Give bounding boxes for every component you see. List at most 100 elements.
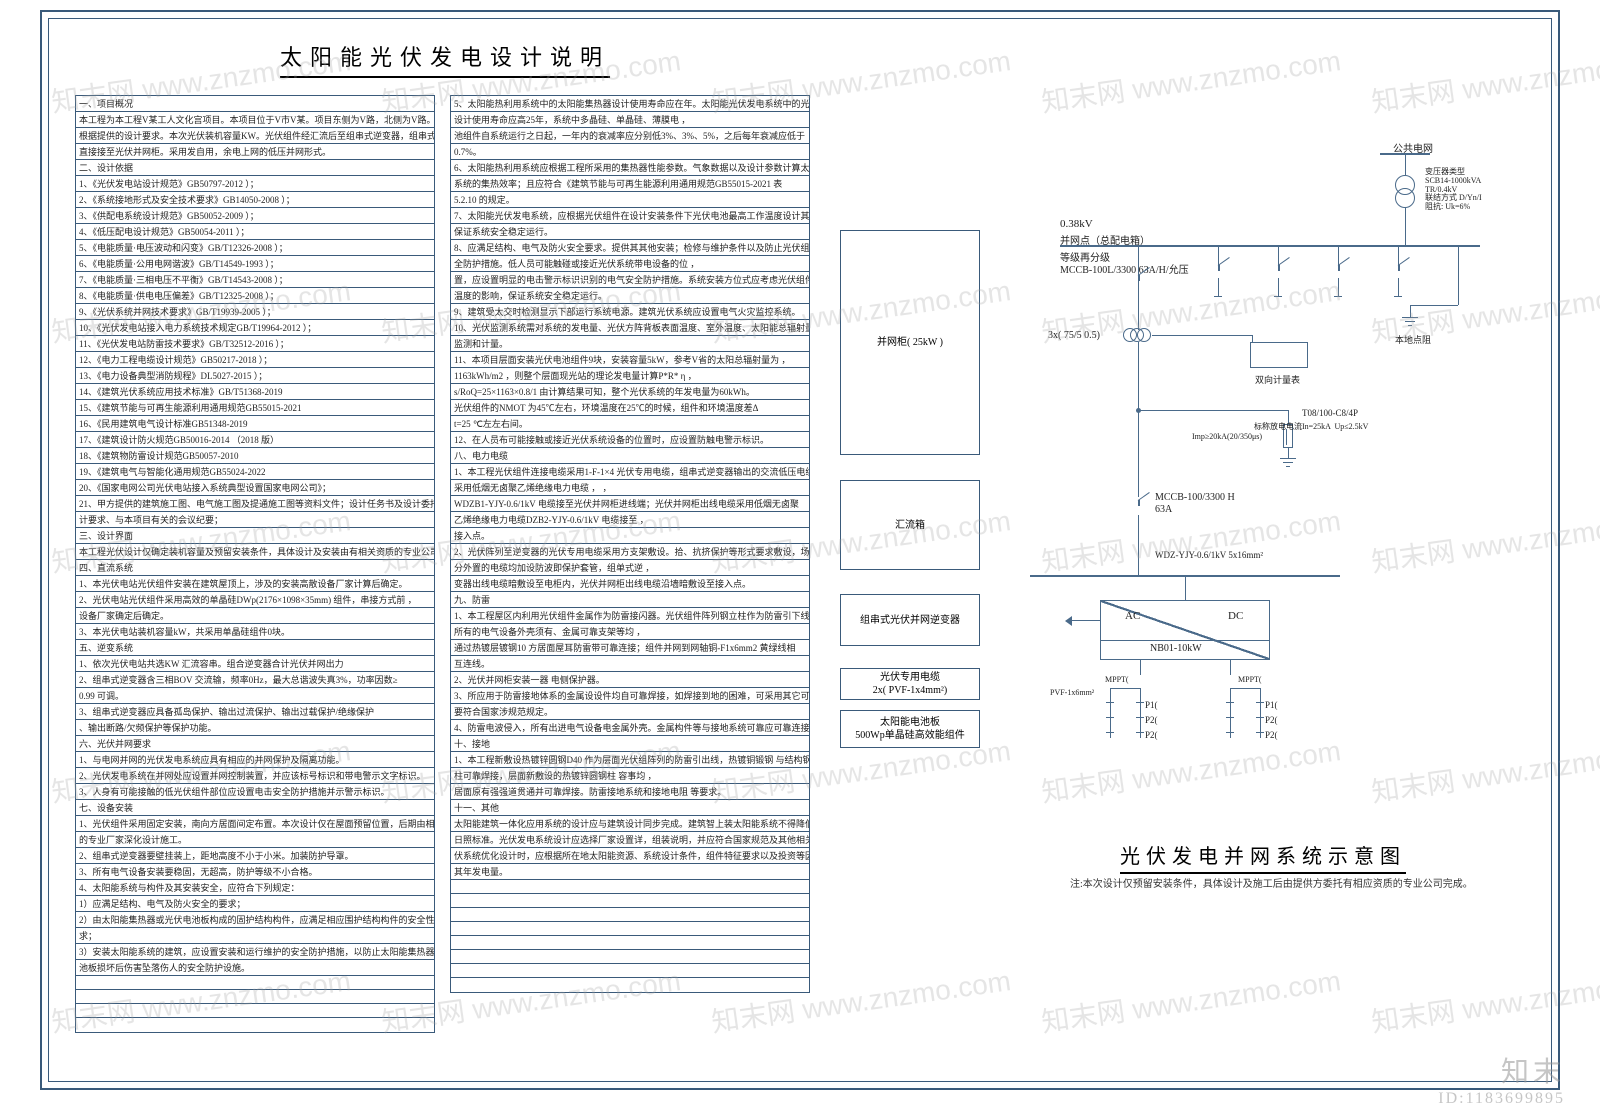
dc-drop-r	[1230, 660, 1231, 675]
spec-row: 二、设计依据	[76, 160, 434, 176]
spec-row: 三、设计界面	[76, 528, 434, 544]
dc-drop-l	[1140, 660, 1141, 675]
feeder-switch	[1338, 265, 1339, 266]
ground-label: 本地点阻	[1395, 333, 1431, 346]
feeder-end	[1214, 296, 1222, 297]
spec-row: 1）应满足结构、电气及防火安全的要求；	[76, 896, 434, 912]
spec-row: 一、项目概况	[76, 96, 434, 112]
spec-row: 21、甲方提供的建筑施工图、电气施工图及提通施工图等资料文件；设计任务书及设计委…	[76, 496, 434, 512]
spd-out	[1288, 448, 1289, 458]
spec-row: 15、《建筑节能与可再生能源利用通用规范GB55015-2021	[76, 400, 434, 416]
spec-row: 本工程光伏设计仅确定装机容量及预留安装条件，具体设计及安装由有相关资质的专业公司…	[76, 544, 434, 560]
inv-label-line	[1100, 640, 1270, 641]
ct-to-meter2	[1252, 335, 1253, 343]
spec-row: 所有的电气设备外壳须有、金属可靠支架等均 ，	[451, 624, 809, 640]
ct3	[1137, 328, 1151, 342]
spec-row: 3、本光伏电站装机容量kW，共采用单晶硅组件0块。	[76, 624, 434, 640]
cable-label: WDZ-YJY-0.6/1kV 5x16mm²	[1155, 550, 1263, 560]
inv-dc: DC	[1228, 610, 1243, 622]
spec-row: 8、应满足结构、电气及防火安全要求。提供其其他安装；检修与维护条件以及防止光伏组…	[451, 240, 809, 256]
spec-row: 设备厂家确定后确定。	[76, 608, 434, 624]
spec-row: 5、《电能质量·电压波动和闪变》GB/T12326-2008 ）；	[76, 240, 434, 256]
brand-id: ID:1183699895	[1438, 1090, 1565, 1108]
inv-arrowhead-l	[1065, 616, 1072, 626]
spec-row: 九、防雷	[451, 592, 809, 608]
meter-icon	[1250, 342, 1308, 368]
lower-sw	[1138, 500, 1139, 501]
inv-label: NB01-10kW	[1150, 643, 1202, 654]
spec-row: 5、太阳能热利用系统中的太阳能集热器设计使用寿命应在年。太阳能光伏发电系统中的光…	[451, 96, 809, 112]
feeder-switch	[1218, 265, 1219, 266]
spec-row: 保证系统安全稳定运行。	[451, 224, 809, 240]
spec-row: 17、《建筑设计防火规范GB50016-2014 （2018 版）	[76, 432, 434, 448]
lower-mccb: MCCB-100/3300 H 63A	[1155, 492, 1235, 516]
main-title: 太阳能光伏发电设计说明	[280, 40, 610, 78]
spec-row: 系统的集热效率；且应符合《建筑节能与可再生能源利用通用规范GB55015-202…	[451, 176, 809, 192]
spec-row: 14、《建筑光伏系统应用技术标准》GB/T51368-2019	[76, 384, 434, 400]
legend-box: 光伏专用电缆 2x( PVF-1x4mm²)	[840, 668, 980, 700]
spec-row-empty	[76, 1004, 434, 1018]
p3r: P2(	[1265, 730, 1278, 740]
tx-spec: 变压器类型 SCB14-1000kVA TR/0.4kV 联结方式 D/Yn/I…	[1425, 168, 1482, 212]
spec-row: 计要求、与本项目有关的会议纪要；	[76, 512, 434, 528]
spec-row: 乙烯绝缘电力电缆DZB2-YJY-0.6/1kV 电缆接至 ，	[451, 512, 809, 528]
spec-row: 的专业厂家深化设计施工。	[76, 832, 434, 848]
spec-row: 其年发电量。	[451, 864, 809, 880]
spec-row: 监测和计量。	[451, 336, 809, 352]
feeder-drop	[1338, 245, 1339, 265]
ground-lat2	[1410, 305, 1411, 317]
spec-row: 1、光伏组件采用固定安装，南向方居面间定布置。本次设计仅在屋面预留位置，后期由相…	[76, 816, 434, 832]
spec-row: 0.7%。	[451, 144, 809, 160]
dc-bl2	[1140, 688, 1141, 738]
feeder-end	[1394, 296, 1402, 297]
spec-row: 2、光伏阵列至逆变器的光伏专用电缆采用方支架敷设。拾、抗挤保护等形式要求敷设，场…	[451, 544, 809, 560]
diagram-note: 注:本次设计仅预留安装条件，具体设计及施工后由提供方委托有相应资质的专业公司完成…	[1070, 875, 1473, 890]
spec-column-1: 一、项目概况本工程为本工程V某工人文化宫项目。本项目位于V市V某。项目东侧为V路…	[75, 95, 435, 1033]
spec-row-empty	[451, 880, 809, 894]
spd-label: T08/100-C8/4P	[1302, 408, 1358, 418]
spec-row: 温度的影响，保证系统安全稳定运行。	[451, 288, 809, 304]
spec-row: 要符合国家涉规范规定。	[451, 704, 809, 720]
spd-lat	[1138, 410, 1288, 411]
ground-lat	[1410, 305, 1458, 306]
spec-row: 3、所应用于防雷接地体系的金属设设件均自可靠焊接，如焊接到地的困难，可采用其它可…	[451, 688, 809, 704]
brand-cn: 知末	[1438, 1050, 1565, 1090]
feeder-drop	[1278, 245, 1279, 265]
feeder-tail	[1398, 278, 1399, 296]
spec-row: 求；	[76, 928, 434, 944]
inv-feed	[1185, 575, 1186, 600]
spec-row-empty	[451, 922, 809, 936]
spec-row: 六、光伏并网要求	[76, 736, 434, 752]
voltage-label: 0.38kV	[1060, 218, 1093, 230]
spd-spec: 标称放电电流In=25kA Up≤2.5kV Imp≥20kA(20/350μs…	[1192, 422, 1368, 441]
single-line-diagram: 并网柜( 25kW )汇流箱组串式光伏并网逆变器光伏专用电缆 2x( PVF-1…	[840, 120, 1520, 980]
spec-row-empty	[451, 894, 809, 908]
spec-row: 18、《建筑物防雷设计规范GB50057-2010	[76, 448, 434, 464]
tx-feed	[1405, 153, 1406, 175]
feeder-switch	[1398, 265, 1399, 266]
tx-secondary	[1395, 188, 1415, 208]
spec-row: 4、太阳能系统与构件及其安装安全，应符合下列规定：	[76, 880, 434, 896]
legend-box: 组串式光伏并网逆变器	[840, 594, 980, 646]
spec-row: 2、光伏并网柜安装一器 电侧保护器。	[451, 672, 809, 688]
spec-row: 16、《民用建筑电气设计标准GB51348-2019	[76, 416, 434, 432]
spec-row: 1、本工程新敷设热镀锌圆钢D40 作为层面光伏组阵列的防雷引出线，热镀铜锻钢 与…	[451, 752, 809, 768]
feeder1-c	[1138, 515, 1139, 575]
meter-label: 双向计量表	[1255, 373, 1300, 386]
feeder1-a	[1138, 245, 1139, 330]
spec-row: 八、电力电缆	[451, 448, 809, 464]
spec-row: 池板损坏后伤害坠落伤人的安全防护设施。	[76, 960, 434, 976]
spec-row: 2、组串式逆变器要壁挂装上，距地高度不小于小米。加装防护导罩。	[76, 848, 434, 864]
spec-row: 伏系统优化设计时，应根据所在地太阳能资源、系统设计条件，组件特征要求以及投资等因…	[451, 848, 809, 864]
spec-row: 池组件自系统运行之日起，一年内的衰减率应分别低3%、3%、5%，之后每年衰减应低…	[451, 128, 809, 144]
legend-box: 太阳能电池板 500Wp单晶硅高效能组件	[840, 710, 980, 748]
spec-row: 设计使用寿命应高25年，系统中多晶硅、单晶硅、薄膜电 ，	[451, 112, 809, 128]
spec-row: 2、组串式逆变器含三相BOV 交流输，频率0Hz，最大总谐波失真3%，功率因数≥	[76, 672, 434, 688]
spec-row: 接入点。	[451, 528, 809, 544]
p2l: P2(	[1145, 715, 1158, 725]
spec-row: 3、所有电气设备安装要稳固，无超高，防护等级不小合格。	[76, 864, 434, 880]
feeder-tail	[1278, 278, 1279, 296]
spec-row: 太阳能建筑一体化应用系统的设计应与建筑设计同步完成。建筑智上装太阳能系统不得降低…	[451, 816, 809, 832]
p3l: P2(	[1145, 730, 1158, 740]
legend-box: 汇流箱	[840, 480, 980, 570]
